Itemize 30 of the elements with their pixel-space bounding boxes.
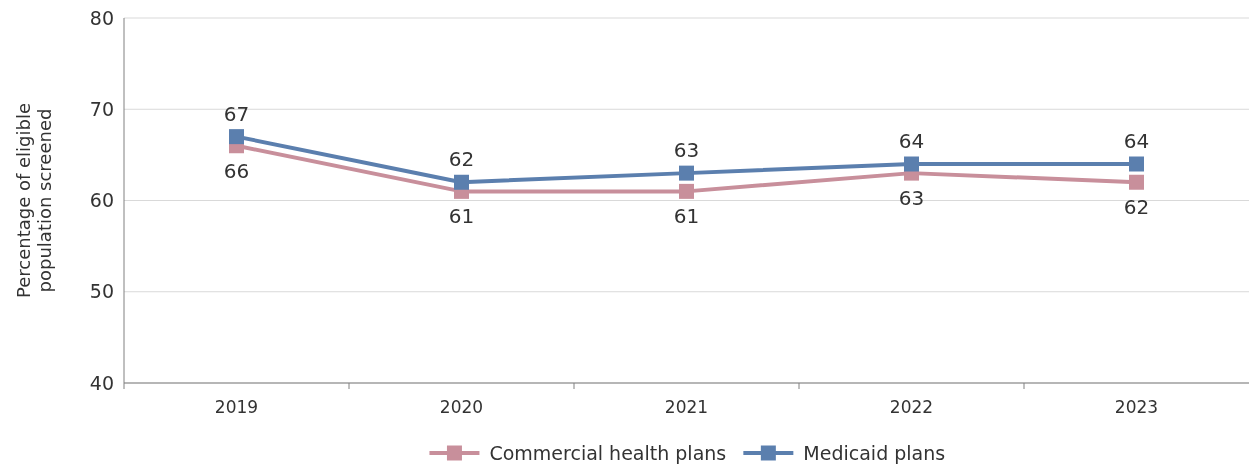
- x-tick-label: 2022: [889, 397, 934, 417]
- point: [679, 165, 694, 181]
- y-tick-label: 60: [89, 189, 114, 212]
- point: [1129, 174, 1144, 190]
- data-label: 62: [1123, 195, 1150, 220]
- y-tick-label: 40: [89, 371, 114, 394]
- y-tick-label: 70: [89, 97, 114, 120]
- point: [679, 183, 694, 199]
- point: [904, 156, 919, 172]
- data-label: 62: [448, 147, 475, 172]
- y-tick-label: 80: [89, 6, 114, 29]
- y-tick-label: 50: [89, 280, 114, 303]
- data-label: 61: [448, 204, 475, 229]
- data-label: 61: [673, 204, 700, 229]
- x-tick-label: 2020: [439, 397, 484, 417]
- data-label: 63: [673, 138, 700, 163]
- legend-label: Medicaid plans: [803, 441, 946, 464]
- legend-label: Commercial health plans: [489, 441, 727, 464]
- x-tick-label: 2019: [214, 397, 259, 417]
- point: [1129, 156, 1144, 172]
- data-label: 67: [223, 101, 250, 126]
- y-axis-title: Percentage of eligible population screened: [13, 102, 55, 299]
- x-tick-label: 2023: [1114, 397, 1159, 417]
- point: [454, 174, 469, 190]
- data-label: 63: [898, 186, 925, 211]
- x-tick-label: 2021: [664, 397, 709, 417]
- data-label: 64: [1123, 129, 1150, 153]
- data-label: 64: [898, 129, 925, 153]
- data-label: 66: [223, 158, 250, 183]
- point: [229, 129, 244, 145]
